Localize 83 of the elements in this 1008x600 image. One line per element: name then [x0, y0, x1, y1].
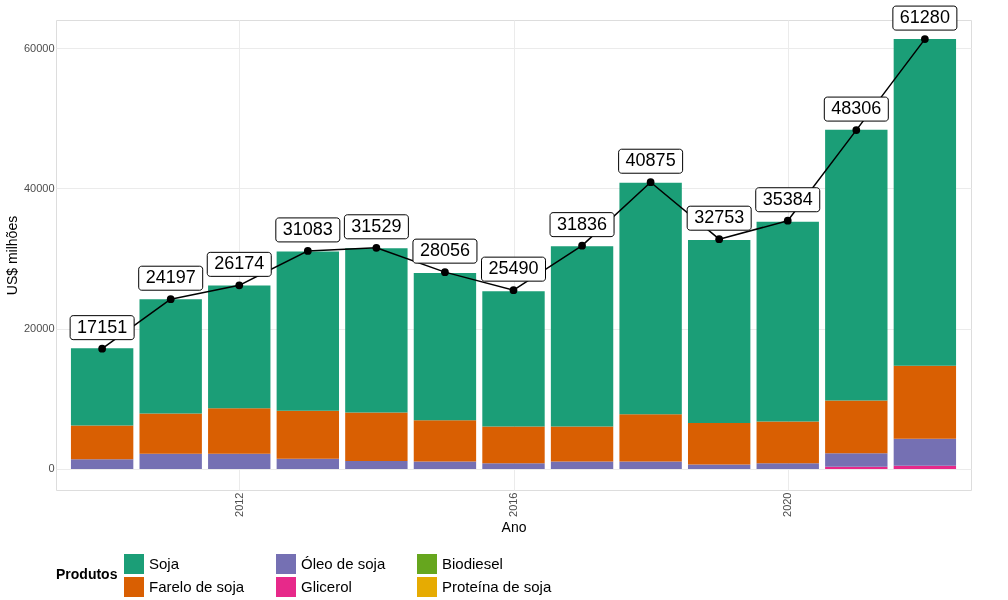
data-label: 25490 — [488, 258, 539, 279]
bar — [208, 408, 271, 454]
bar — [276, 251, 340, 411]
data-label: 40875 — [625, 150, 676, 171]
bar — [345, 412, 408, 461]
bar — [687, 464, 751, 469]
bar — [482, 463, 545, 469]
point — [98, 344, 107, 353]
bar — [893, 365, 957, 439]
point — [852, 126, 861, 134]
data-label: 17151 — [77, 316, 128, 337]
data-label: 35384 — [762, 188, 813, 209]
point — [783, 216, 792, 225]
data-label: 31083 — [282, 218, 333, 239]
legend-title: Produtos — [56, 566, 118, 582]
bar — [70, 459, 134, 469]
point — [303, 247, 312, 255]
bar — [756, 221, 819, 422]
point — [715, 235, 724, 244]
bar — [687, 239, 751, 424]
legend-label: Proteína de soja — [442, 578, 552, 595]
data-label: 31529 — [351, 215, 402, 236]
data-label: 31836 — [557, 213, 608, 234]
bar — [550, 246, 614, 427]
y-tick-label: 60000 — [23, 41, 55, 54]
x-tick-label: 2012 — [232, 492, 245, 517]
bar — [893, 465, 957, 469]
y-tick-label: 0 — [48, 462, 55, 475]
legend-label: Soja — [149, 555, 180, 572]
data-label: 48306 — [831, 98, 882, 119]
data-label: 61280 — [899, 7, 950, 28]
bar — [619, 461, 682, 469]
data-label: 32753 — [694, 207, 745, 228]
bar — [276, 410, 340, 459]
point — [166, 295, 175, 304]
bar — [756, 421, 819, 464]
y-tick-label: 40000 — [23, 181, 55, 194]
data-label: 28056 — [419, 240, 470, 261]
point — [372, 243, 381, 252]
bar — [550, 461, 614, 469]
data-label: 26174 — [214, 253, 265, 274]
bar — [208, 285, 271, 409]
bar — [756, 463, 819, 469]
bar — [482, 291, 545, 427]
bar — [687, 423, 751, 465]
y-axis-title: US$ milhões — [3, 215, 20, 296]
bar — [70, 348, 134, 426]
bar — [825, 466, 888, 469]
bar — [70, 425, 134, 460]
point — [646, 178, 655, 187]
legend-label: Biodiesel — [442, 555, 503, 572]
point — [509, 286, 518, 295]
bar — [619, 414, 682, 462]
bar — [825, 129, 888, 401]
x-tick-label: 2016 — [507, 492, 519, 517]
bar — [550, 426, 614, 462]
bar — [276, 458, 340, 469]
y-tick-label: 20000 — [23, 322, 55, 335]
x-tick-label: 2020 — [781, 492, 794, 517]
bar — [345, 460, 408, 469]
bar — [413, 420, 477, 462]
bar — [413, 272, 477, 421]
bar — [619, 182, 682, 415]
bar — [208, 453, 271, 469]
point — [441, 268, 449, 277]
point — [235, 281, 244, 290]
bar — [893, 38, 957, 366]
x-axis-title: Ano — [501, 518, 527, 535]
bar — [139, 413, 202, 454]
bar — [413, 461, 477, 469]
bar — [825, 400, 888, 454]
legend-label: Óleo de soja — [301, 555, 386, 572]
point — [578, 241, 586, 250]
bar — [345, 248, 408, 413]
point — [920, 35, 929, 43]
bar — [893, 438, 957, 466]
data-label: 24197 — [145, 267, 196, 288]
bar — [139, 299, 202, 414]
legend-label: Glicerol — [301, 578, 352, 595]
legend-label: Farelo de soja — [149, 578, 245, 595]
bar — [825, 453, 888, 467]
bar — [139, 453, 202, 469]
bar — [482, 426, 545, 464]
